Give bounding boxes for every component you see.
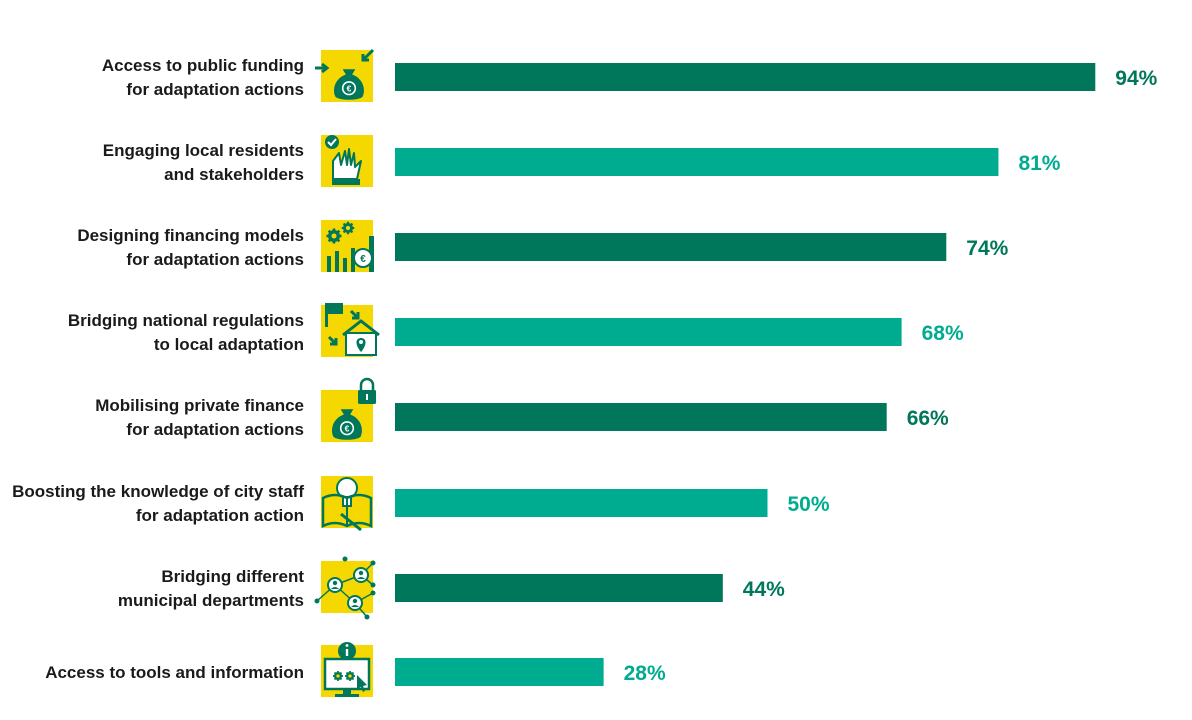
category-label: Bridging national regulations	[68, 311, 304, 330]
lightbulb-book-icon	[321, 476, 373, 532]
category-label: Bridging different	[161, 567, 304, 586]
value-label: 44%	[743, 578, 785, 601]
category-label: for adaptation actions	[126, 420, 304, 439]
value-label: 74%	[966, 237, 1008, 260]
bar	[395, 148, 999, 176]
category-label: for adaptation actions	[126, 80, 304, 99]
flag-house-arrows-icon	[321, 303, 380, 357]
value-label: 28%	[624, 662, 666, 685]
category-label: Access to tools and information	[45, 663, 304, 682]
value-labels: 94% 81% 74% 68% 66% 50% 44% 28%	[624, 67, 1158, 685]
category-label: Engaging local residents	[103, 141, 304, 160]
bars	[395, 63, 1096, 686]
value-label: 50%	[788, 493, 830, 516]
category-label: to local adaptation	[154, 335, 304, 354]
people-network-icon	[314, 556, 376, 620]
svg-text:€: €	[345, 423, 350, 433]
value-label: 68%	[922, 322, 964, 345]
value-label: 66%	[907, 407, 949, 430]
value-label: 94%	[1115, 67, 1157, 90]
category-icons: € € €	[314, 48, 380, 697]
money-bag-arrows-icon: €	[315, 48, 375, 102]
category-label: Access to public funding	[102, 56, 304, 75]
category-label: Designing financing models	[77, 226, 304, 245]
bar	[395, 63, 1096, 91]
money-bag-lock-icon: €	[321, 377, 376, 442]
bar	[395, 658, 604, 686]
bar	[395, 233, 947, 261]
value-label: 81%	[1018, 152, 1060, 175]
bar	[395, 403, 887, 431]
category-label: for adaptation action	[136, 506, 304, 525]
category-label: and stakeholders	[164, 165, 304, 184]
svg-text:€: €	[347, 83, 352, 93]
category-label: for adaptation actions	[126, 250, 304, 269]
category-label: municipal departments	[118, 591, 304, 610]
raised-hands-check-icon	[321, 135, 373, 187]
category-labels: Access to public funding for adaptation a…	[12, 56, 304, 682]
gears-chart-euro-icon: €	[321, 220, 374, 272]
svg-text:€: €	[360, 254, 366, 265]
category-label: Boosting the knowledge of city staff	[12, 482, 304, 501]
bar	[395, 574, 723, 602]
bar	[395, 489, 768, 517]
category-label: Mobilising private finance	[95, 396, 304, 415]
monitor-info-gears-icon	[321, 642, 373, 697]
bar	[395, 318, 902, 346]
